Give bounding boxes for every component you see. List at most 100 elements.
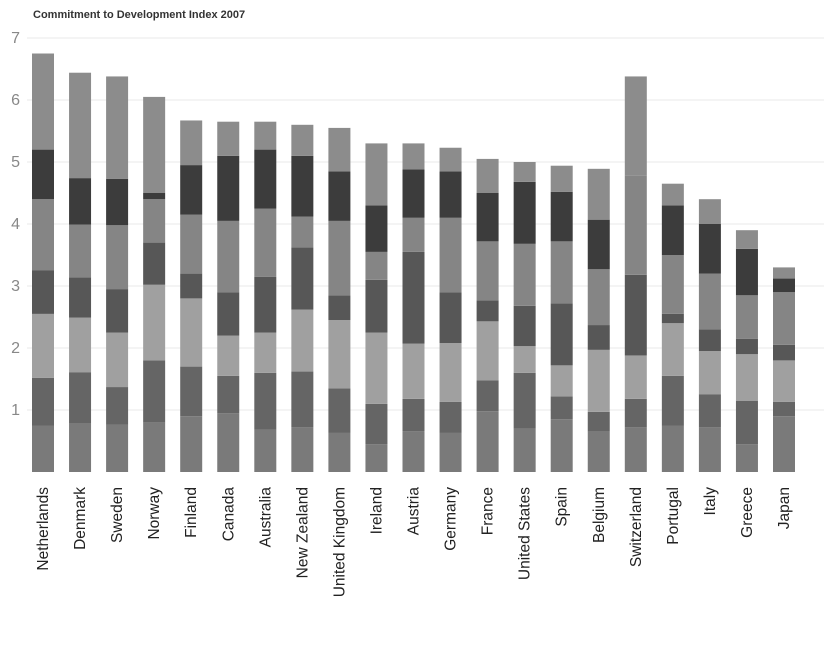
bar-segment xyxy=(476,241,499,301)
bar-segment xyxy=(180,165,203,215)
x-tick-label: Japan xyxy=(776,487,793,529)
bar-segment xyxy=(143,360,166,423)
bar-segment xyxy=(624,355,647,399)
bar-segment xyxy=(587,431,610,472)
bar-segment xyxy=(661,323,684,376)
bar-segment xyxy=(698,329,721,352)
bar-segment xyxy=(550,419,573,472)
x-tick-label: United Kingdom xyxy=(331,487,348,597)
bar-segment xyxy=(143,96,166,193)
y-tick-label: 4 xyxy=(11,216,20,233)
bar-segment xyxy=(661,205,684,255)
bar-segment xyxy=(698,427,721,472)
x-tick-label: Belgium xyxy=(591,487,608,543)
bar-segment xyxy=(476,158,499,193)
bar-segment xyxy=(735,338,758,355)
bar-segment xyxy=(106,332,129,388)
bar-segment xyxy=(217,121,240,156)
bar-segment xyxy=(735,295,758,339)
bar-segment xyxy=(513,243,536,306)
x-tick-label: Portugal xyxy=(665,487,682,545)
bar-segment xyxy=(661,425,684,472)
bar-segment xyxy=(69,224,92,278)
bar-segment xyxy=(254,121,277,150)
bar-segment xyxy=(217,292,240,336)
bar-segment xyxy=(106,424,129,472)
bar-segment xyxy=(735,354,758,401)
x-tick-label: Australia xyxy=(257,487,274,548)
bar-segment xyxy=(32,425,54,472)
bar-segment xyxy=(291,247,314,310)
bar-segment xyxy=(143,284,166,361)
y-tick-label: 5 xyxy=(11,154,20,171)
x-tick-label: France xyxy=(480,487,497,535)
bar-segment xyxy=(661,313,684,324)
bar-segment xyxy=(291,371,314,428)
y-tick-label: 6 xyxy=(11,92,20,109)
bar-segment xyxy=(217,335,240,376)
bar-segment xyxy=(513,181,536,244)
bar-segment xyxy=(254,372,277,430)
bar-segment xyxy=(254,332,277,373)
bar-segment xyxy=(439,147,462,172)
x-tick-label: Netherlands xyxy=(35,487,52,571)
bar-segment xyxy=(32,199,54,271)
bar-segment xyxy=(439,292,462,344)
bar-segment xyxy=(217,413,240,472)
bar-segment xyxy=(32,377,54,426)
bar-segment xyxy=(365,332,388,404)
bar-segment xyxy=(698,394,721,428)
bar-segment xyxy=(365,143,388,206)
x-tick-label: Greece xyxy=(739,487,756,538)
bar-segment xyxy=(32,313,54,378)
y-tick-label: 1 xyxy=(11,402,20,419)
bar-segment xyxy=(773,292,795,345)
bar-segment xyxy=(735,230,758,249)
x-tick-label: Norway xyxy=(146,487,163,540)
bar-segment xyxy=(773,267,795,279)
bar-segment xyxy=(402,343,425,399)
bar-segment xyxy=(698,351,721,395)
bar-segment xyxy=(550,191,573,242)
bar-segment xyxy=(773,344,795,361)
bar-segment xyxy=(69,277,92,318)
y-tick-label: 3 xyxy=(11,278,20,295)
bar-segment xyxy=(106,178,129,226)
bar-segment xyxy=(550,303,573,366)
bar-segment xyxy=(254,208,277,277)
bar-segment xyxy=(217,155,240,221)
bar-segment xyxy=(69,372,92,424)
bar-segment xyxy=(550,165,573,192)
gridlines xyxy=(27,37,824,411)
bar-segment xyxy=(661,255,684,314)
y-axis-ticks: 1 2 3 4 5 6 7 xyxy=(11,30,20,419)
bar-segment xyxy=(365,444,388,472)
bar-segment xyxy=(587,325,610,350)
bar-segment xyxy=(698,224,721,274)
x-tick-label: Austria xyxy=(406,487,423,536)
bar-segment xyxy=(291,309,314,372)
bar-segment xyxy=(69,178,92,225)
bar-segment xyxy=(476,321,499,381)
bar-segment xyxy=(439,401,462,433)
bar-segment xyxy=(217,375,240,414)
bar-segment xyxy=(476,380,499,412)
bar-segment xyxy=(143,193,166,200)
bar-segment xyxy=(106,387,129,425)
bar-segment xyxy=(328,171,351,221)
bar-segment xyxy=(550,241,573,304)
bar-segment xyxy=(735,444,758,472)
bar-segment xyxy=(328,220,351,296)
bar-segment xyxy=(328,127,351,172)
bar-segment xyxy=(439,171,462,218)
bar-segment xyxy=(254,276,277,333)
bar-segment xyxy=(143,199,166,243)
bar-segment xyxy=(513,305,536,347)
bar-segment xyxy=(735,248,758,296)
bar-segment xyxy=(180,273,203,299)
bar-segment xyxy=(661,183,684,206)
x-tick-label: Ireland xyxy=(368,487,385,534)
bar-segment xyxy=(291,216,314,248)
bar-segment xyxy=(402,431,425,472)
bar-segment xyxy=(69,72,92,179)
